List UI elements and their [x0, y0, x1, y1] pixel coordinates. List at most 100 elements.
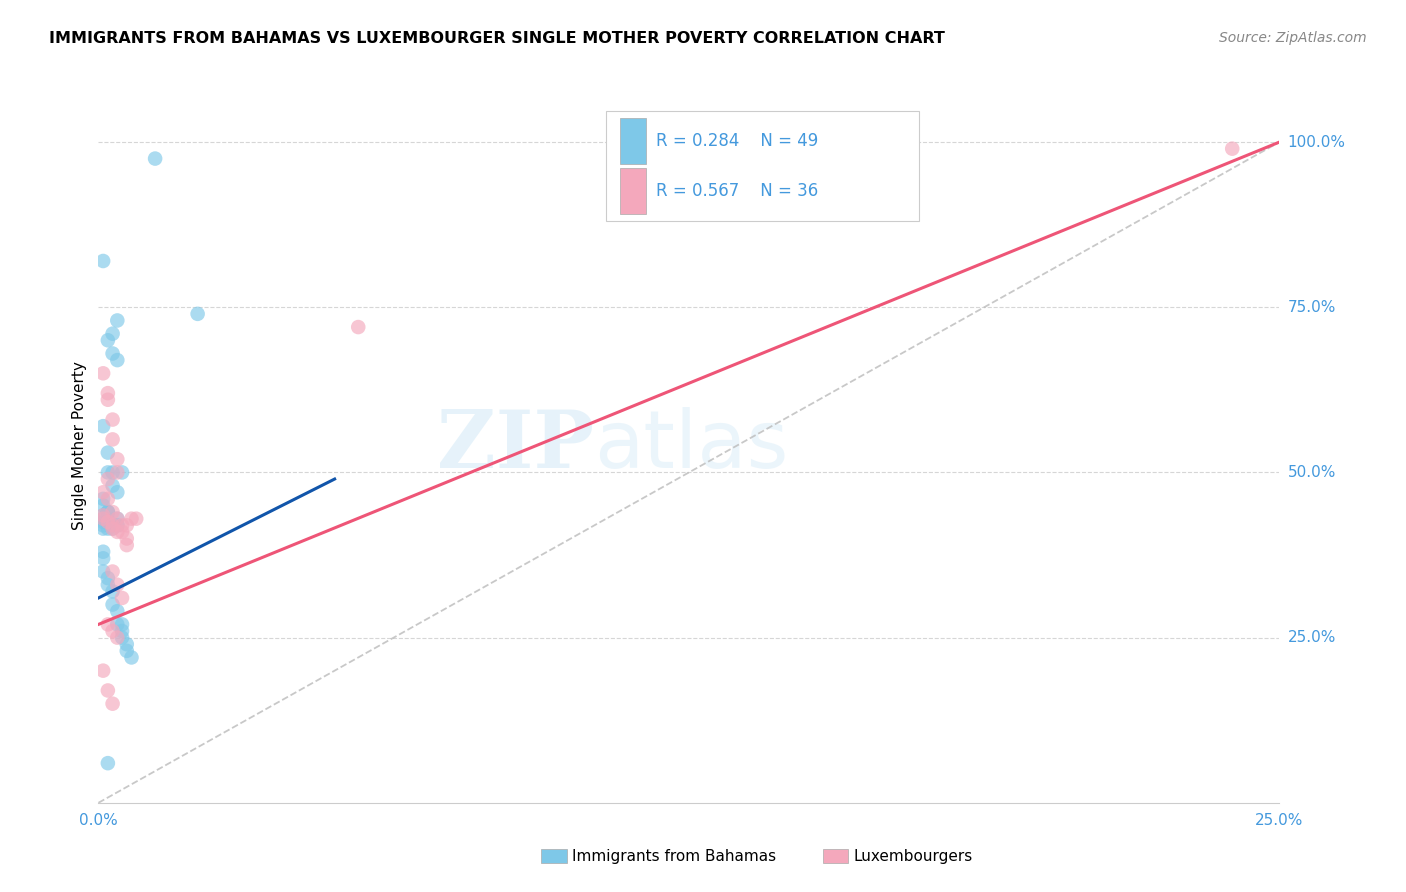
Point — [125, 511, 148, 525]
Text: atlas: atlas — [595, 407, 789, 485]
Point — [91, 664, 114, 678]
Point — [111, 524, 134, 539]
Point — [111, 624, 134, 638]
Point — [105, 452, 128, 467]
Text: 50.0%: 50.0% — [1288, 465, 1336, 480]
Point — [97, 333, 120, 347]
Bar — [620, 118, 647, 164]
Point — [97, 515, 120, 529]
Point — [105, 353, 128, 368]
Point — [347, 320, 370, 334]
Point — [101, 598, 124, 612]
Point — [101, 505, 124, 519]
Point — [91, 508, 114, 523]
Point — [105, 631, 128, 645]
Point — [101, 518, 124, 533]
Point — [91, 254, 114, 268]
Text: R = 0.567    N = 36: R = 0.567 N = 36 — [655, 182, 818, 200]
Point — [101, 522, 124, 536]
Point — [105, 604, 128, 618]
Point — [101, 478, 124, 492]
Text: Source: ZipAtlas.com: Source: ZipAtlas.com — [1219, 31, 1367, 45]
Point — [111, 466, 134, 480]
Point — [1220, 142, 1243, 156]
Point — [143, 152, 166, 166]
Point — [91, 491, 114, 506]
Point — [91, 522, 114, 536]
Point — [97, 511, 120, 525]
Point — [97, 392, 120, 407]
Point — [97, 386, 120, 401]
Point — [101, 565, 124, 579]
Point — [111, 617, 134, 632]
Point — [105, 518, 128, 533]
Point — [101, 518, 124, 533]
Text: 100.0%: 100.0% — [1288, 135, 1346, 150]
Point — [91, 485, 114, 500]
Y-axis label: Single Mother Poverty: Single Mother Poverty — [72, 361, 87, 531]
Point — [91, 499, 114, 513]
Point — [121, 511, 143, 525]
Text: ZIP: ZIP — [437, 407, 595, 485]
Point — [97, 756, 120, 771]
Point — [105, 466, 128, 480]
Point — [111, 631, 134, 645]
Point — [91, 511, 114, 525]
Point — [105, 485, 128, 500]
Point — [105, 313, 128, 327]
Point — [105, 511, 128, 525]
Point — [105, 518, 128, 533]
Point — [121, 650, 143, 665]
Point — [97, 445, 120, 459]
Point — [101, 346, 124, 360]
Point — [105, 578, 128, 592]
Point — [187, 307, 209, 321]
FancyBboxPatch shape — [606, 111, 920, 221]
Point — [91, 367, 114, 381]
Point — [101, 466, 124, 480]
Point — [91, 511, 114, 525]
Point — [111, 518, 134, 533]
Point — [101, 697, 124, 711]
Point — [101, 433, 124, 447]
Text: IMMIGRANTS FROM BAHAMAS VS LUXEMBOURGER SINGLE MOTHER POVERTY CORRELATION CHART: IMMIGRANTS FROM BAHAMAS VS LUXEMBOURGER … — [49, 31, 945, 46]
Point — [97, 522, 120, 536]
Text: R = 0.284    N = 49: R = 0.284 N = 49 — [655, 132, 818, 150]
Point — [91, 565, 114, 579]
Point — [91, 545, 114, 559]
Point — [97, 491, 120, 506]
Point — [97, 571, 120, 585]
Point — [97, 505, 120, 519]
Point — [115, 538, 138, 552]
Point — [97, 683, 120, 698]
Point — [101, 412, 124, 426]
Point — [105, 617, 128, 632]
Point — [115, 637, 138, 651]
Point — [111, 591, 134, 605]
Point — [97, 505, 120, 519]
Point — [91, 551, 114, 566]
Text: 25.0%: 25.0% — [1288, 630, 1336, 645]
Point — [105, 524, 128, 539]
Point — [97, 466, 120, 480]
Point — [115, 518, 138, 533]
Text: Luxembourgers: Luxembourgers — [853, 849, 973, 863]
Point — [91, 518, 114, 533]
Point — [115, 644, 138, 658]
Point — [97, 472, 120, 486]
Point — [101, 624, 124, 638]
Point — [97, 617, 120, 632]
Text: Immigrants from Bahamas: Immigrants from Bahamas — [572, 849, 776, 863]
Text: 75.0%: 75.0% — [1288, 300, 1336, 315]
Point — [91, 515, 114, 529]
Point — [97, 578, 120, 592]
Bar — [620, 168, 647, 214]
Point — [101, 584, 124, 599]
Point — [91, 419, 114, 434]
Point — [101, 326, 124, 341]
Point — [105, 511, 128, 525]
Point — [101, 522, 124, 536]
Point — [97, 505, 120, 519]
Point — [115, 532, 138, 546]
Point — [97, 515, 120, 529]
